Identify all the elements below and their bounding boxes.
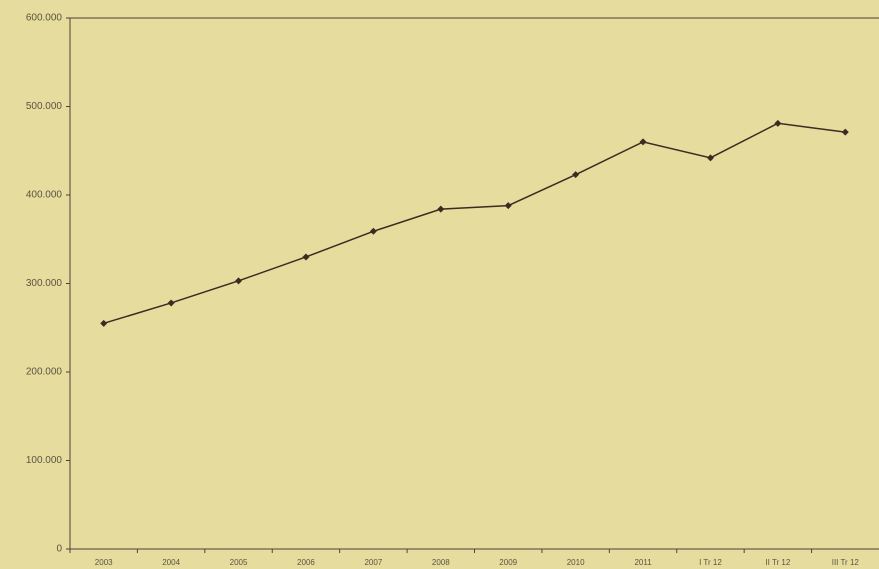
y-tick-label: 400.000 (26, 190, 63, 201)
y-tick-label: 100.000 (26, 455, 63, 466)
y-tick-label: 500.000 (26, 101, 63, 112)
point (302, 253, 310, 261)
x-tick-label: 2010 (567, 558, 585, 567)
x-tick-label: 2005 (230, 558, 248, 567)
x-tick-label: 2004 (162, 558, 180, 567)
point (572, 171, 580, 179)
x-tick-label: 2009 (499, 558, 517, 567)
point (100, 319, 108, 327)
x-tick-label: I Tr 12 (699, 558, 722, 567)
x-tick-label: 2006 (297, 558, 315, 567)
y-tick-label: 300.000 (26, 278, 63, 289)
point (235, 277, 243, 285)
y-tick-label: 0 (56, 544, 62, 555)
point (706, 154, 714, 162)
x-tick-label: 2007 (364, 558, 382, 567)
x-tick-label: 2003 (95, 558, 113, 567)
point (504, 202, 512, 210)
point (437, 205, 445, 213)
point (167, 299, 175, 307)
x-tick-label: 2008 (432, 558, 450, 567)
x-tick-label: III Tr 12 (832, 558, 860, 567)
y-tick-label: 200.000 (26, 367, 63, 378)
point (841, 128, 849, 136)
point (639, 138, 647, 146)
x-tick-label: II Tr 12 (765, 558, 790, 567)
line (103, 122, 846, 325)
point (774, 119, 782, 127)
x-tick-label: 2011 (634, 558, 652, 567)
y-tick-label: 600.000 (26, 13, 63, 24)
point (369, 227, 377, 235)
